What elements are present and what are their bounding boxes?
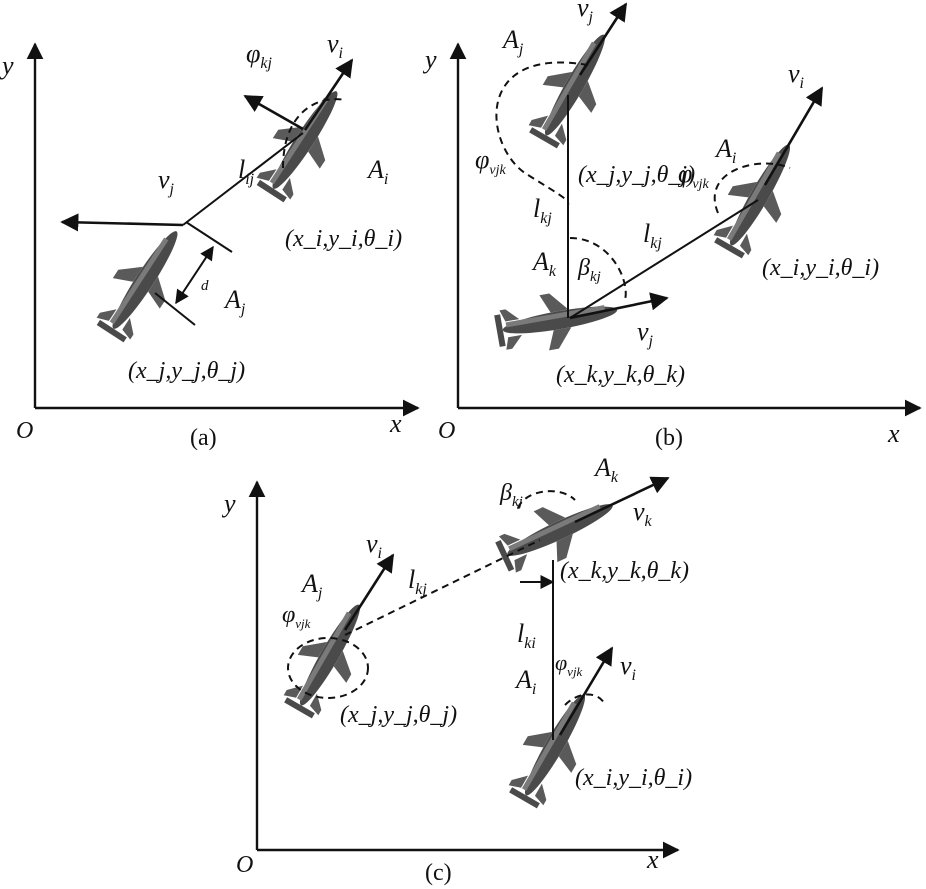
- c-coord-k: (x_k,y_k,θ_k): [560, 558, 689, 584]
- b-v-i-label: vi: [788, 59, 804, 92]
- c-phi-right-arc: [564, 693, 606, 706]
- b-phi-right-arc: [714, 162, 791, 214]
- c-v-k-label: vk: [633, 497, 653, 530]
- c-beta-arc: [517, 490, 576, 509]
- c-coord-i: (x_i,y_i,θ_i): [575, 765, 692, 791]
- b-y-label: y: [422, 45, 437, 74]
- c-phi-left-ellipse: [287, 637, 369, 699]
- b-aircraft-k: [492, 282, 622, 359]
- a-d-tick-2: [154, 292, 196, 326]
- a-v-i-label: vi: [327, 29, 343, 62]
- c-l-kj-label: lkj: [408, 565, 427, 598]
- a-A-i-label: Ai: [366, 155, 388, 188]
- c-A-k-label: Ak: [593, 453, 619, 486]
- a-velocity-i-arrow: [303, 58, 354, 131]
- a-aircraft-i: [246, 76, 361, 209]
- c-v-i-left-label: vi: [366, 529, 382, 562]
- b-velocity-i-arrow: [763, 86, 824, 186]
- a-phi-arc: [282, 98, 346, 169]
- b-coord-j: (x_j,y_j,θ_j): [578, 162, 695, 188]
- panel-b: y x O (b) vj Aj vi Ai φvjk φvjk (x_j,y_j…: [422, 0, 922, 451]
- a-origin-label: O: [16, 418, 33, 444]
- panel-a: y x O (a) vi φkj lij vj Ai Aj d (x_i,y_i…: [0, 29, 420, 451]
- b-coord-i: (x_i,y_i,θ_i): [762, 255, 879, 281]
- b-origin-label: O: [438, 418, 455, 444]
- a-x-label: x: [389, 409, 402, 438]
- c-y-label: y: [221, 489, 236, 518]
- b-phi-left-label: φvjk: [475, 145, 506, 178]
- a-coord-j: (x_j,y_j,θ_j): [128, 358, 245, 384]
- b-l-kj-label: lkj: [643, 219, 662, 252]
- c-l-ki-label: lki: [517, 619, 536, 652]
- b-v-j-top-label: vj: [577, 0, 594, 26]
- b-velocity-k-arrow: [569, 292, 669, 320]
- c-velocity-i-arrow: [558, 646, 614, 736]
- a-y-label: y: [0, 51, 14, 80]
- c-origin-label: O: [236, 852, 253, 878]
- b-beta-arc: [569, 237, 627, 301]
- c-velocity-j-arrow: [343, 553, 395, 631]
- c-velocity-k-arrow: [574, 476, 670, 524]
- b-beta-label: βkj: [577, 255, 601, 285]
- a-normal-j-arrow: [60, 213, 184, 232]
- c-A-j-label: Aj: [300, 569, 323, 602]
- b-A-j-label: Aj: [501, 25, 524, 58]
- a-normal-i-arrow: [243, 94, 304, 131]
- a-coord-i: (x_i,y_i,θ_i): [285, 226, 402, 252]
- b-coord-k: (x_k,y_k,θ_k): [556, 362, 685, 388]
- b-velocity-j-arrow: [578, 2, 628, 76]
- b-caption: (b): [655, 425, 683, 451]
- a-A-j-label: Aj: [223, 285, 246, 318]
- c-l-kj-dashed: [344, 539, 541, 636]
- a-v-j-label: vj: [158, 165, 175, 198]
- c-v-i-label: vi: [620, 651, 636, 684]
- c-phi-left-label: φvjk: [282, 602, 311, 631]
- a-l-ij-line: [182, 132, 304, 226]
- a-aircraft-j: [86, 216, 201, 349]
- b-v-k-label: vj: [637, 317, 654, 350]
- panel-c: y x O (c) βkj Ak vk vi (x_k,y_k,θ_k) Aj …: [221, 453, 692, 886]
- c-phi-right-label: φvjk: [555, 650, 583, 679]
- c-beta-label: βkj: [499, 480, 523, 510]
- c-coord-j: (x_j,y_j,θ_j): [340, 702, 457, 728]
- a-d-arrow: [175, 245, 214, 305]
- c-caption: (c): [425, 860, 452, 886]
- b-phi-right-label: φvjk: [678, 159, 709, 192]
- a-l-ij-label: lij: [238, 155, 255, 188]
- a-caption: (a): [190, 425, 217, 451]
- b-A-i-label: Ai: [714, 134, 736, 167]
- c-x-label: x: [646, 845, 659, 874]
- b-phi-left-arc: [495, 61, 589, 206]
- c-A-i-label: Ai: [514, 665, 536, 698]
- a-d-tick-1: [185, 221, 233, 253]
- a-d-label: d: [201, 278, 209, 294]
- b-l-kj-v-label: lkj: [533, 194, 552, 227]
- a-phi-label: φkj: [246, 39, 272, 72]
- b-l-kj-line: [569, 199, 759, 319]
- b-aircraft-j: [518, 20, 629, 155]
- b-A-k-label: Ak: [531, 247, 557, 280]
- b-x-label: x: [887, 419, 900, 448]
